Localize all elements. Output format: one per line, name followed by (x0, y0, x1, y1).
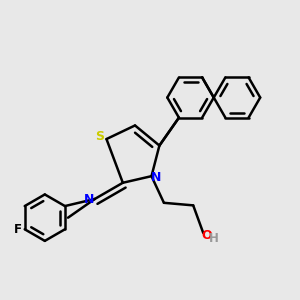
Text: O: O (202, 229, 212, 242)
Text: N: N (84, 193, 94, 206)
Text: S: S (95, 130, 104, 143)
Text: N: N (151, 171, 161, 184)
Text: F: F (14, 223, 22, 236)
Text: H: H (209, 232, 219, 245)
